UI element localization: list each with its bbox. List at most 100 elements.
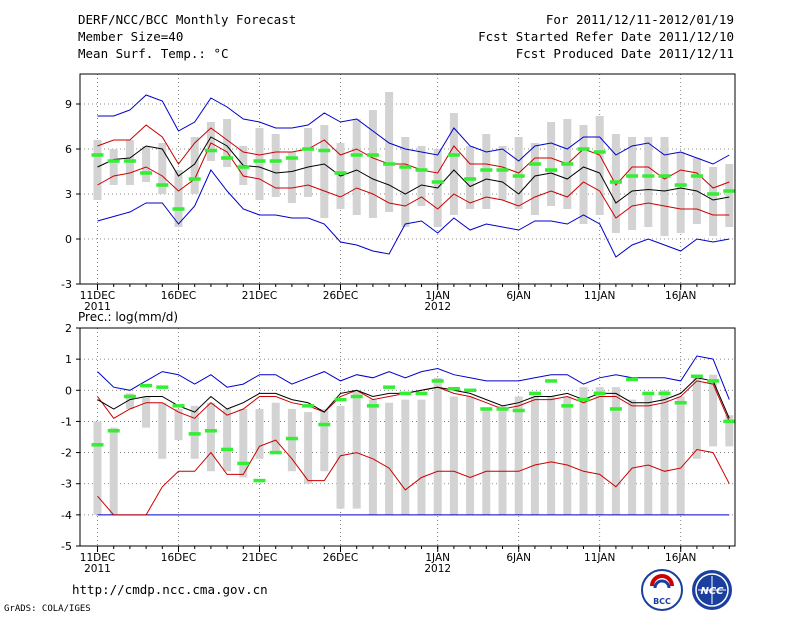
y-tick-label: 2 [65, 322, 72, 335]
ensemble-box [109, 427, 118, 515]
y-tick-label: 6 [65, 143, 72, 156]
ensemble-box [709, 167, 718, 236]
x-tick-label: 6JAN [506, 290, 531, 302]
observed-marker [447, 153, 460, 157]
observed-marker [593, 391, 606, 396]
observed-marker [447, 386, 460, 391]
ensemble-box [255, 408, 264, 459]
observed-marker [496, 168, 509, 172]
ensemble-box [530, 143, 539, 215]
observed-marker [91, 153, 104, 157]
x-tick-label: 11JAN [584, 290, 615, 302]
ensemble-box [190, 137, 199, 194]
observed-marker [221, 156, 234, 160]
observed-marker [91, 443, 104, 447]
ensemble-box [223, 408, 232, 472]
ensemble-box [547, 396, 556, 515]
observed-marker [528, 391, 541, 396]
ensemble-box [579, 387, 588, 515]
ensemble-box [417, 146, 426, 206]
observed-marker [415, 168, 428, 172]
y-tick-label: 1 [65, 353, 72, 366]
ensemble-box [271, 134, 280, 197]
observed-marker [561, 162, 574, 166]
ensemble-box [725, 164, 734, 227]
ensemble-box [385, 402, 394, 515]
ensemble-box [287, 152, 296, 203]
ensemble-box [93, 140, 102, 200]
plot-frame [79, 327, 736, 547]
observed-marker [399, 165, 412, 169]
y-tick-label: -2 [61, 447, 72, 460]
ensemble-box [174, 408, 183, 441]
variable-label: Mean Surf. Temp.: °C [78, 46, 229, 61]
observed-marker [561, 404, 574, 408]
ens-lower-line [97, 439, 730, 516]
ncc-logo-text: NCC [700, 586, 724, 597]
observed-marker [674, 183, 687, 187]
observed-marker [464, 388, 477, 393]
ensemble-box [692, 374, 701, 459]
ensemble-box [579, 125, 588, 224]
observed-marker [188, 177, 201, 181]
y-tick-label: -3 [61, 478, 72, 491]
observed-marker [269, 450, 282, 455]
ensemble-box [158, 402, 167, 459]
mean-line [97, 136, 730, 204]
observed-marker [350, 394, 363, 399]
y-tick-label: 0 [65, 233, 72, 246]
observed-marker [545, 168, 558, 172]
ensemble-box [433, 377, 442, 515]
ensemble-box [514, 396, 523, 515]
plot-frame [79, 73, 736, 285]
observed-marker [156, 183, 169, 187]
x-tick-label: 1JAN [425, 552, 450, 564]
observed-marker [674, 400, 687, 405]
observed-marker [302, 147, 315, 151]
ensemble-box [644, 137, 653, 227]
ensemble-box [158, 143, 167, 194]
observed-marker [383, 385, 396, 389]
observed-marker [609, 407, 622, 411]
observed-marker [318, 148, 331, 153]
ens-lower-line [97, 142, 730, 219]
max-line [97, 355, 730, 400]
ensemble-box [142, 146, 151, 182]
ensemble-box [206, 122, 215, 161]
started-date: Fcst Started Refer Date 2011/12/10 [478, 29, 734, 44]
observed-marker [690, 174, 703, 178]
observed-marker [626, 174, 639, 178]
x-tick-year: 2012 [424, 301, 451, 313]
observed-marker [269, 159, 282, 163]
ensemble-box [320, 408, 329, 472]
observed-marker [366, 404, 379, 408]
member-size: Member Size=40 [78, 29, 184, 44]
x-tick-label: 21DEC [242, 552, 277, 564]
ensemble-box [725, 415, 734, 447]
x-tick-label: 26DEC [323, 552, 358, 564]
observed-marker [480, 168, 493, 172]
ensemble-box [401, 137, 410, 227]
observed-marker [253, 478, 266, 483]
observed-marker [642, 174, 655, 178]
ensemble-box [595, 387, 604, 515]
y-tick-label: 3 [65, 188, 72, 201]
ensemble-box [449, 113, 458, 215]
ensemble-box [466, 396, 475, 515]
ensemble-box [498, 405, 507, 515]
observed-marker [188, 432, 201, 436]
ensemble-box [611, 387, 620, 515]
ensemble-box [206, 402, 215, 472]
y-tick-label: -5 [61, 540, 72, 553]
grads-credit: GrADS: COLA/IGES [4, 604, 91, 614]
observed-marker [528, 162, 541, 166]
observed-marker [204, 429, 217, 433]
observed-marker [221, 447, 234, 452]
observed-marker [204, 148, 217, 153]
x-tick-label: 26DEC [323, 290, 358, 302]
x-tick-label: 16JAN [665, 552, 696, 564]
source-url[interactable]: http://cmdp.ncc.cma.gov.cn [72, 582, 268, 597]
observed-marker [123, 394, 136, 399]
